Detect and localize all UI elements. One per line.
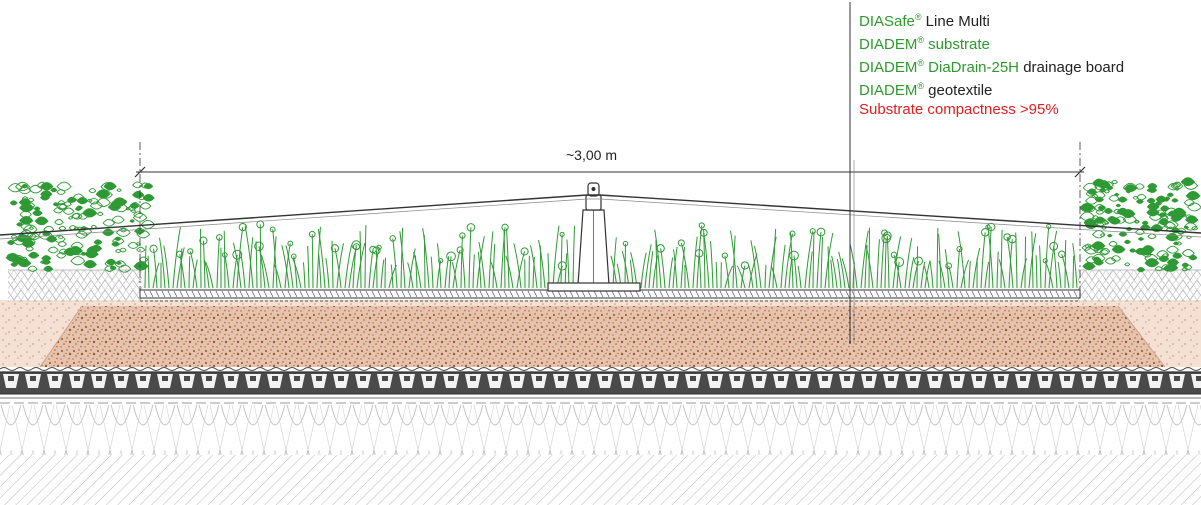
left-shrub — [5, 181, 156, 273]
right-woven-substrate — [1078, 270, 1201, 302]
legend-item-substrate: DIADEM® substrate — [859, 35, 990, 53]
vegetation — [144, 220, 1078, 289]
legend-item-geotextile: DIADEM® geotextile — [859, 81, 993, 99]
dimension-label: ~3,00 m — [566, 147, 617, 163]
legend-warning: Substrate compactness >95% — [859, 101, 1059, 118]
drainage-board — [0, 372, 1201, 394]
structural-slab — [0, 455, 1201, 505]
legend: DIASafe® Line Multi DIADEM® substrate DI… — [859, 8, 1124, 119]
left-woven-substrate — [8, 270, 142, 302]
lifeline-cable — [0, 194, 1201, 236]
anchor-base-plate — [547, 282, 641, 292]
legend-item-lifeline: DIASafe® Line Multi — [859, 12, 990, 30]
insulation-layer — [0, 405, 1201, 455]
substrate-body — [40, 306, 1165, 367]
geotextile-layer — [0, 366, 1201, 372]
dimension-line — [134, 142, 1086, 296]
base-strip-ticks — [143, 290, 1078, 298]
right-shrub — [1079, 177, 1201, 273]
anchor-post — [547, 182, 641, 292]
legend-item-drainage-board: DIADEM® DiaDrain-25H drainage board — [859, 58, 1125, 76]
